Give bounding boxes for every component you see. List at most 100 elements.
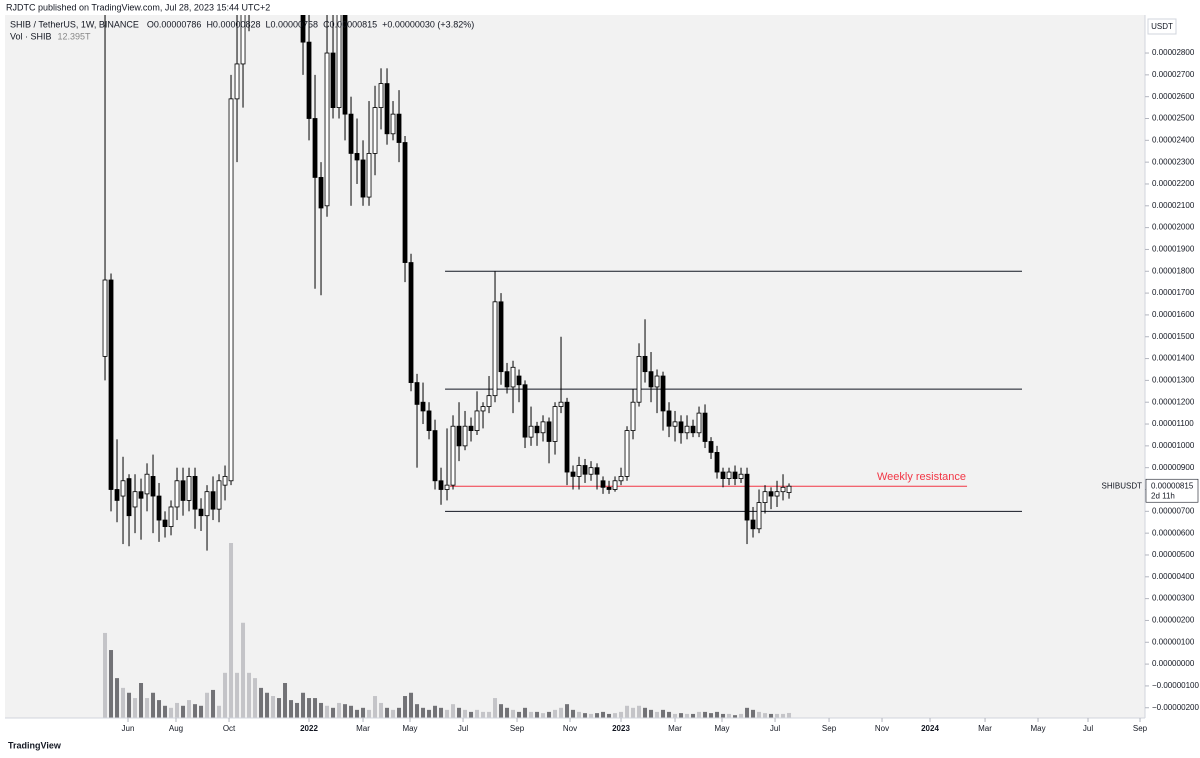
volume-bar	[757, 711, 762, 718]
x-tick-label: May	[402, 724, 417, 733]
volume-bar	[187, 700, 192, 718]
candle-body	[564, 401, 570, 473]
volume-bar	[175, 702, 180, 718]
volume-bar	[439, 707, 444, 718]
candle-body	[654, 375, 660, 388]
volume-bar	[367, 709, 372, 718]
volume-bar	[493, 698, 498, 718]
candle-body	[744, 473, 750, 521]
volume-bar	[487, 711, 492, 718]
volume-bar	[547, 711, 552, 718]
ohlc-value: O0.00000786	[147, 19, 202, 29]
volume-bar	[667, 711, 672, 718]
volume-bar	[523, 707, 528, 718]
volume-bar	[133, 698, 138, 718]
x-tick-label: Jul	[1083, 724, 1093, 733]
volume-bar	[325, 705, 330, 718]
candle-body	[714, 452, 720, 473]
symbol: SHIB / TetherUS, 1W, BINANCE	[10, 19, 139, 29]
candle-body	[144, 473, 150, 495]
volume-bar	[577, 711, 582, 718]
ohlc-value: C0.00000815	[323, 19, 377, 29]
y-tick-label: 0.00000000	[1152, 659, 1195, 668]
volume-bar	[559, 707, 564, 718]
ohlc-value: H0.00000828	[206, 19, 260, 29]
volume-bar	[613, 713, 618, 718]
volume-bar	[529, 711, 534, 718]
candle-body	[480, 406, 486, 412]
candle-body	[234, 63, 240, 100]
volume-bar	[481, 711, 486, 718]
volume-bar	[727, 713, 732, 718]
y-tick-label: 0.00000600	[1152, 528, 1195, 537]
candle-body	[618, 476, 624, 482]
currency[interactable]: USDT	[1151, 22, 1173, 31]
volume-bar	[265, 692, 270, 718]
publisher-line: RJDTC published on TradingView.com, Jul …	[6, 2, 270, 12]
y-tick-label: −0.00000100	[1152, 681, 1199, 690]
candle-body	[324, 52, 330, 207]
candle-body	[636, 355, 642, 403]
y-tick-label: 0.00002300	[1152, 157, 1195, 166]
candle-body	[666, 410, 672, 427]
volume-bar	[469, 711, 474, 718]
y-tick-label: 0.00002000	[1152, 223, 1195, 232]
volume-bar	[715, 711, 720, 718]
volume-bar	[475, 709, 480, 718]
volume-bar	[583, 713, 588, 718]
y-tick-label: 0.00000900	[1152, 463, 1195, 472]
volume-bar	[259, 687, 264, 718]
volume-bar	[391, 709, 396, 718]
volume-bar	[109, 650, 114, 718]
x-tick-label: Mar	[356, 724, 370, 733]
volume-bar	[115, 678, 120, 718]
volume-bar	[775, 713, 780, 718]
candle-body	[432, 430, 438, 482]
plot-area	[5, 15, 1145, 718]
candle-body	[402, 142, 408, 263]
volume-bar	[463, 709, 468, 718]
candle-body	[228, 98, 234, 482]
volume-bar	[571, 709, 576, 718]
volume-bar	[457, 707, 462, 718]
x-tick-label: Aug	[169, 724, 183, 733]
candle-body	[168, 506, 174, 528]
candle-body	[582, 465, 588, 475]
candle-body	[768, 491, 774, 497]
candle-body	[378, 83, 384, 108]
candle-body	[504, 371, 510, 388]
candle-body	[198, 508, 204, 517]
candle-body	[696, 412, 702, 434]
volume-bar	[349, 705, 354, 718]
candle-body	[192, 476, 198, 510]
candle-body	[132, 491, 138, 508]
candle-body	[492, 301, 498, 397]
currency-box[interactable]	[1147, 18, 1177, 35]
volume-bar	[505, 707, 510, 718]
volume-bar	[385, 707, 390, 718]
candle-body	[786, 485, 792, 493]
candle-body	[456, 425, 462, 447]
volume-bar	[235, 672, 240, 718]
candle-body	[312, 118, 318, 178]
y-tick-label: 0.00001100	[1152, 419, 1194, 428]
candle-body	[720, 471, 726, 479]
x-tick-label: Sep	[822, 724, 837, 733]
last-price-countdown: 2d 11h	[1151, 491, 1175, 500]
candle-body	[156, 495, 162, 521]
x-tick-label: Jun	[122, 724, 135, 733]
candle-body	[558, 401, 564, 407]
volume-bar	[223, 672, 228, 718]
x-tick-label: May	[714, 724, 729, 733]
candle-body	[474, 410, 480, 431]
volume-bar	[517, 711, 522, 718]
candle-body	[390, 113, 396, 135]
volume-title: Vol · SHIB	[10, 31, 52, 41]
candle-body	[588, 467, 594, 475]
x-tick-label: May	[1030, 724, 1045, 733]
plot: Weekly resistance	[102, 15, 1022, 718]
volume-bar	[433, 705, 438, 718]
y-tick-label: −0.00000200	[1152, 703, 1199, 712]
candle-body	[300, 15, 306, 43]
